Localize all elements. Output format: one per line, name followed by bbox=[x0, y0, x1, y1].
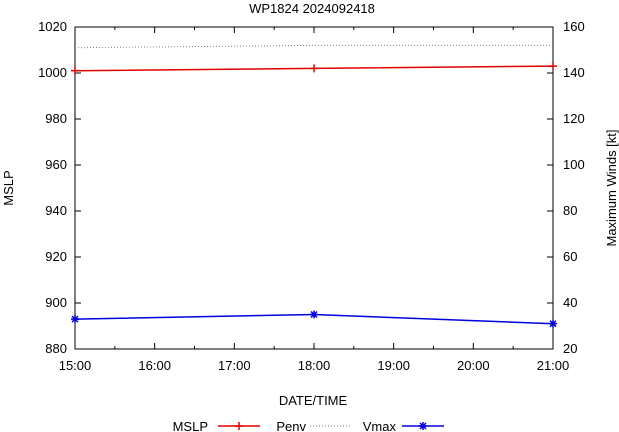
y2-tick-label: 140 bbox=[563, 65, 585, 80]
data-point-mslp bbox=[310, 64, 318, 73]
plot-frame bbox=[74, 26, 554, 350]
legend-sample-mslp bbox=[218, 422, 260, 430]
x-tick-label: 15:00 bbox=[59, 358, 92, 373]
axis-ticks: 880 900 920 940 960 980 1000 1020 20 40 60 80 100 120… bbox=[38, 19, 585, 373]
data-point-vmax bbox=[549, 319, 557, 328]
legend-label-mslp: MSLP bbox=[173, 419, 208, 432]
legend-label-vmax: Vmax bbox=[363, 419, 397, 432]
x-axis-title: DATE/TIME bbox=[279, 393, 348, 408]
x-tick-label: 21:00 bbox=[537, 358, 570, 373]
x-tick-label: 16:00 bbox=[138, 358, 171, 373]
data-point-mslp bbox=[71, 66, 79, 75]
y-tick-label: 980 bbox=[45, 111, 67, 126]
chart-title: WP1824 2024092418 bbox=[249, 1, 375, 16]
y2-tick-label: 100 bbox=[563, 157, 585, 172]
marker-stroke bbox=[310, 310, 318, 319]
data-point-mslp bbox=[549, 62, 557, 71]
y2-tick-label: 80 bbox=[563, 203, 577, 218]
x-tick-label: 20:00 bbox=[457, 358, 490, 373]
y2-axis-title: Maximum Winds [kt] bbox=[604, 129, 619, 246]
legend-sample-vmax bbox=[402, 422, 444, 430]
marker-stroke bbox=[71, 315, 79, 323]
data-point-vmax bbox=[310, 310, 318, 319]
y2-tick-label: 40 bbox=[563, 295, 577, 310]
x-tick-label: 17:00 bbox=[218, 358, 251, 373]
y-tick-label: 1000 bbox=[38, 65, 67, 80]
x-tick-label: 18:00 bbox=[298, 358, 331, 373]
series-line-penv bbox=[74, 44, 553, 49]
y2-tick-label: 20 bbox=[563, 341, 577, 356]
legend: MSLP Penv Vmax bbox=[173, 419, 444, 432]
series-layer bbox=[71, 44, 557, 328]
y-tick-label: 900 bbox=[45, 295, 67, 310]
y-tick-label: 960 bbox=[45, 157, 67, 172]
y-tick-label: 940 bbox=[45, 203, 67, 218]
y-tick-label: 1020 bbox=[38, 19, 67, 34]
y2-tick-label: 120 bbox=[563, 111, 585, 126]
y-axis-title: MSLP bbox=[1, 170, 16, 205]
y-tick-label: 920 bbox=[45, 249, 67, 264]
y2-tick-label: 60 bbox=[563, 249, 577, 264]
x-tick-label: 19:00 bbox=[377, 358, 410, 373]
marker-stroke bbox=[549, 320, 557, 328]
data-point-vmax bbox=[71, 315, 79, 324]
y2-tick-label: 160 bbox=[563, 19, 585, 34]
y-tick-label: 880 bbox=[45, 341, 67, 356]
legend-label-penv: Penv bbox=[276, 419, 306, 432]
